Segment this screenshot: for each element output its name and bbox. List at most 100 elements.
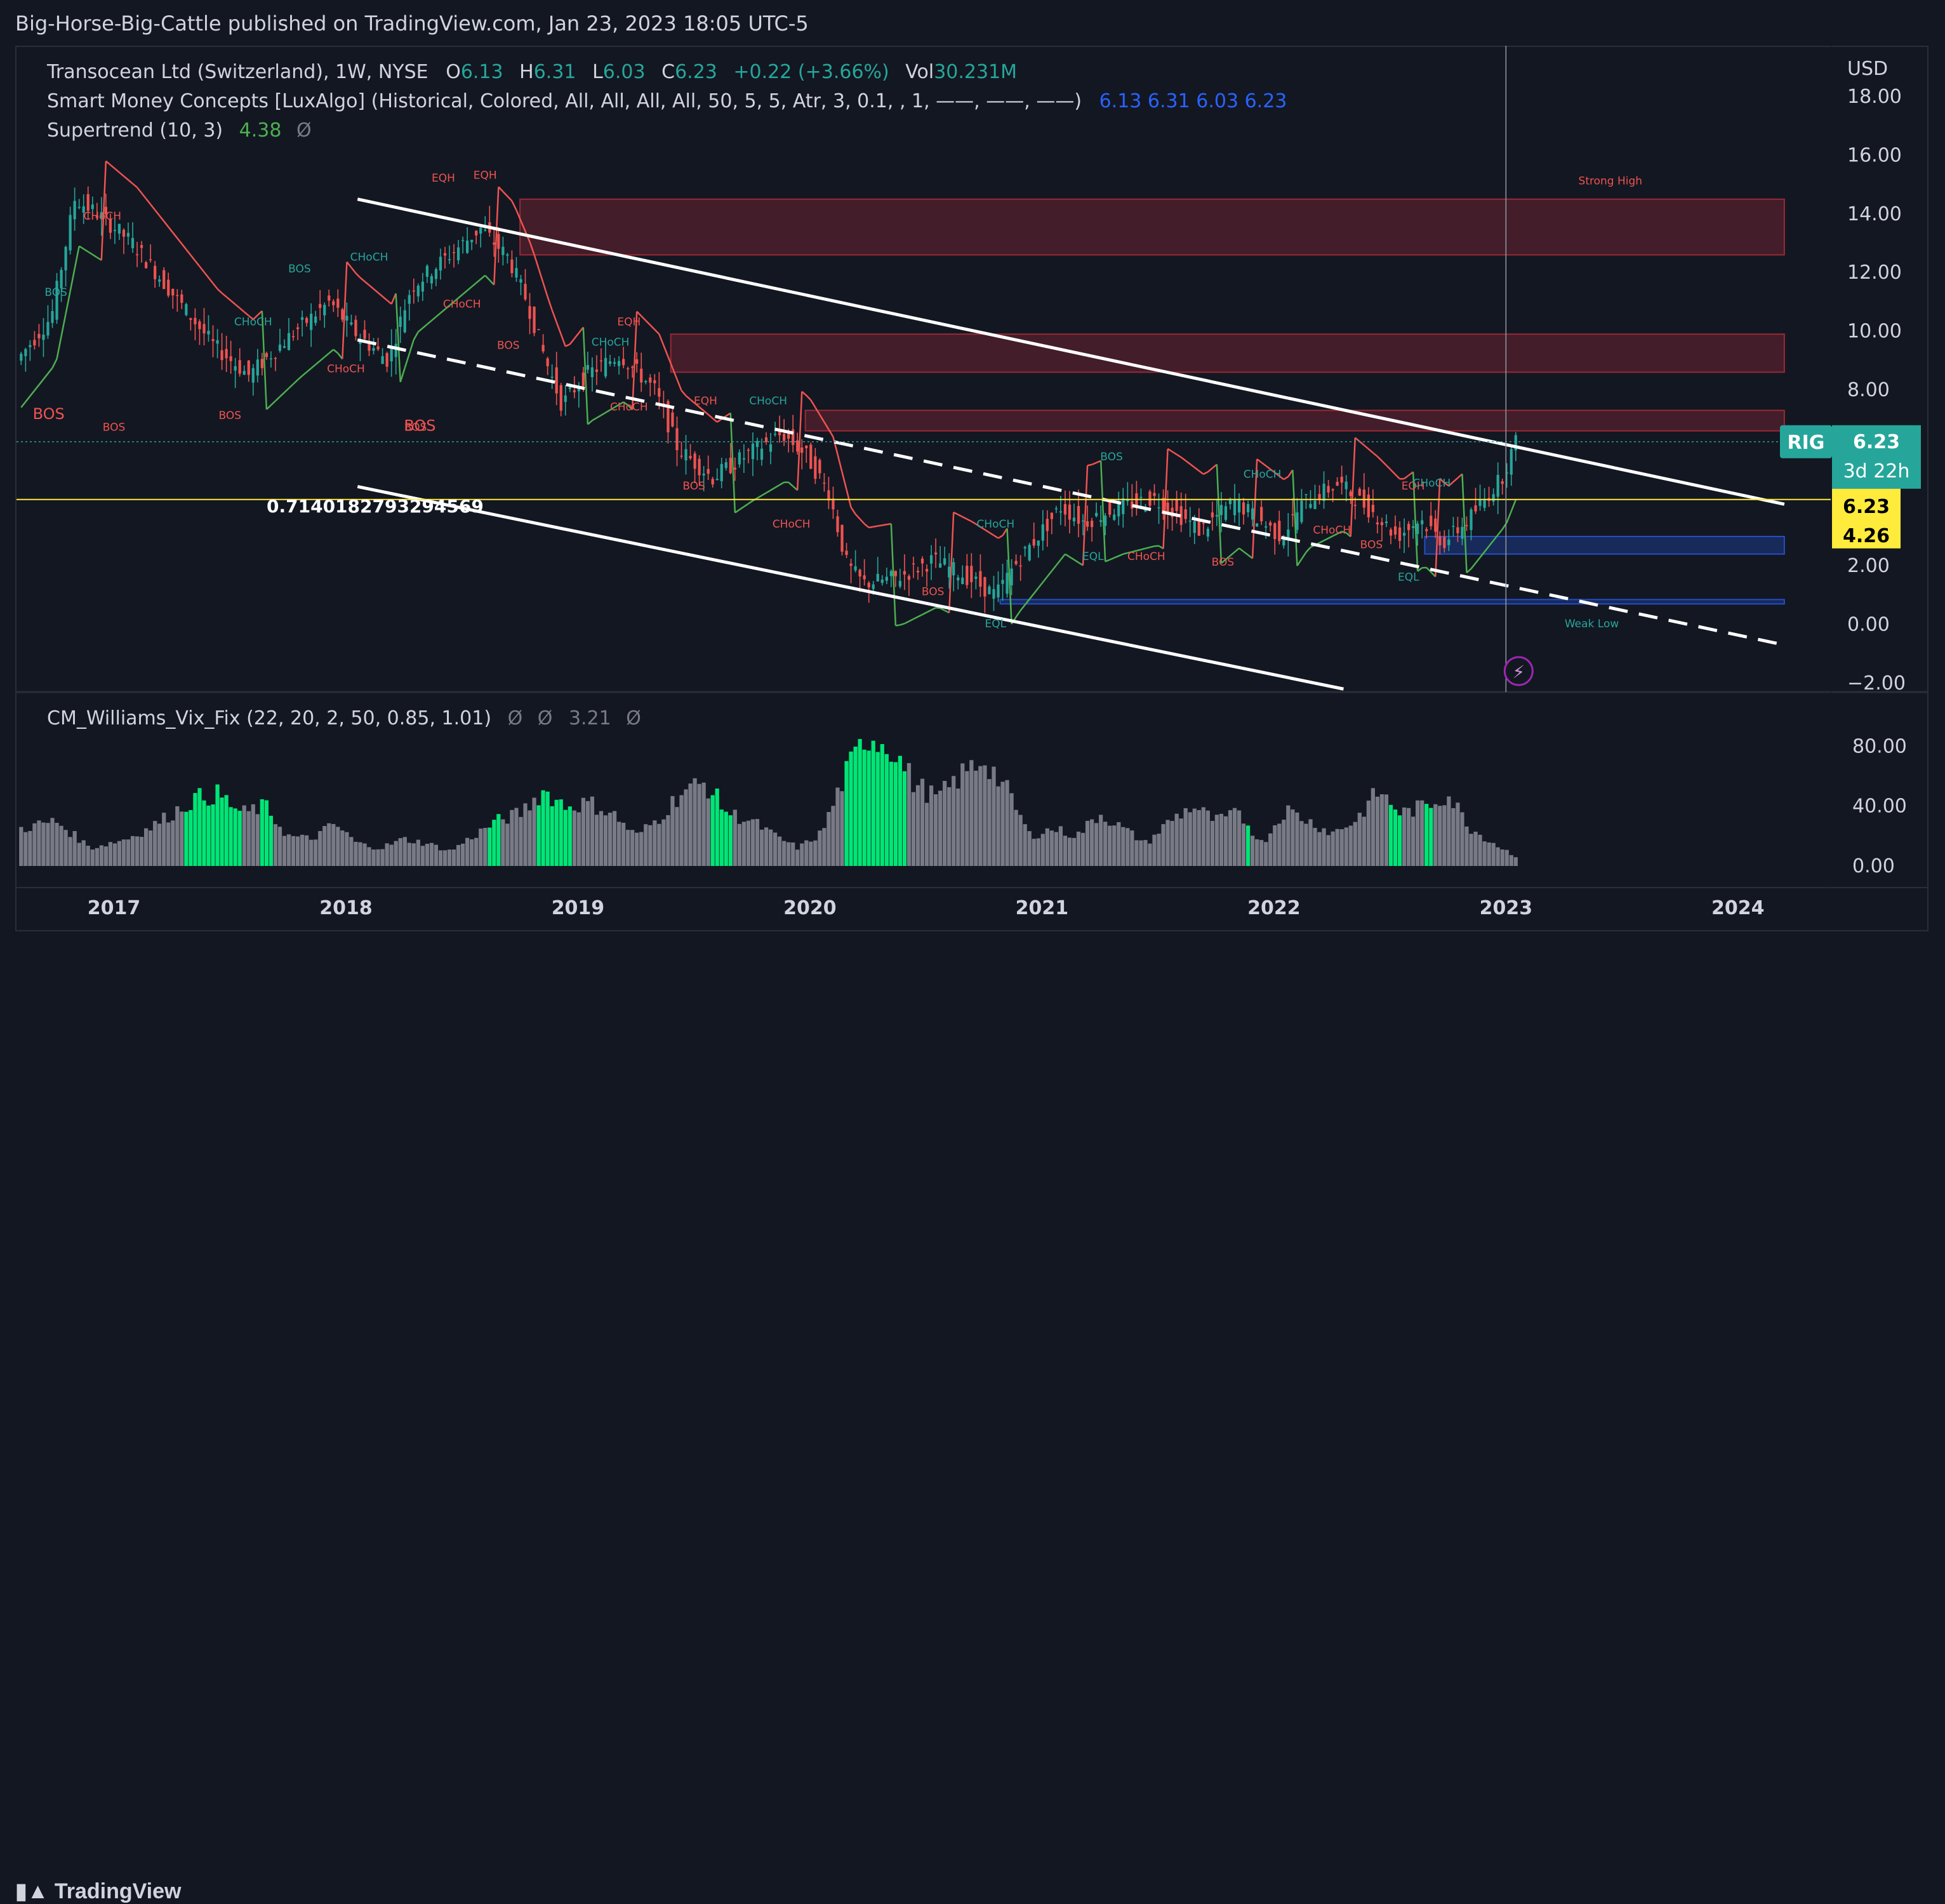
vix-bar[interactable] (693, 778, 696, 866)
vix-bar[interactable] (755, 819, 759, 866)
vix-bar[interactable] (314, 839, 317, 866)
candle-body[interactable] (435, 269, 437, 279)
vix-bar[interactable] (77, 843, 81, 866)
vix-bar[interactable] (586, 801, 590, 866)
vix-bar[interactable] (421, 846, 425, 866)
supply-zone[interactable] (806, 410, 1784, 430)
candle-body[interactable] (288, 333, 290, 350)
vix-bar[interactable] (903, 771, 906, 866)
candle-body[interactable] (180, 295, 183, 303)
vix-bar[interactable] (37, 820, 41, 866)
candle-body[interactable] (118, 224, 121, 234)
vix-bar[interactable] (1389, 805, 1393, 866)
candle-body[interactable] (1122, 498, 1124, 514)
vix-bar[interactable] (1514, 857, 1518, 866)
candle-body[interactable] (1148, 491, 1151, 506)
candle-body[interactable] (675, 429, 678, 450)
candle-body[interactable] (551, 376, 554, 378)
candle-body[interactable] (774, 434, 776, 435)
vix-bar[interactable] (82, 841, 86, 866)
vix-bar[interactable] (1416, 801, 1419, 866)
vix-bar[interactable] (354, 842, 357, 866)
candle-body[interactable] (1207, 529, 1209, 536)
vix-bar[interactable] (1237, 811, 1241, 866)
vix-bar[interactable] (1376, 797, 1379, 866)
candle-body[interactable] (1211, 512, 1214, 517)
candle-body[interactable] (1322, 484, 1325, 501)
candle-body[interactable] (345, 316, 348, 320)
vix-bar[interactable] (144, 829, 148, 866)
candle-body[interactable] (684, 449, 687, 460)
candle-body[interactable] (1193, 521, 1196, 533)
candle-body[interactable] (1367, 495, 1370, 517)
vix-bar[interactable] (523, 803, 527, 866)
candle-body[interactable] (747, 449, 750, 451)
candle-body[interactable] (163, 270, 165, 290)
candle-body[interactable] (211, 339, 214, 341)
candle-body[interactable] (823, 483, 825, 484)
vix-bar[interactable] (443, 850, 447, 866)
vix-bar[interactable] (1112, 825, 1116, 866)
candle-body[interactable] (350, 323, 352, 324)
vix-bar[interactable] (1242, 823, 1245, 866)
vix-bar[interactable] (345, 832, 349, 866)
candle-body[interactable] (274, 358, 277, 359)
candle-body[interactable] (613, 362, 616, 363)
candle-body[interactable] (818, 460, 821, 473)
vix-bar[interactable] (175, 806, 179, 866)
candle-body[interactable] (1104, 516, 1106, 526)
vix-bar[interactable] (358, 842, 362, 866)
vix-bar[interactable] (1505, 850, 1509, 866)
candle-body[interactable] (537, 330, 540, 331)
candle-body[interactable] (87, 194, 90, 211)
vix-bar[interactable] (23, 832, 27, 866)
vix-bar[interactable] (1009, 793, 1013, 866)
vix-bar[interactable] (621, 823, 625, 866)
candle-body[interactable] (301, 317, 303, 320)
candle-body[interactable] (703, 474, 705, 476)
candle-body[interactable] (422, 282, 424, 292)
vix-bar[interactable] (666, 815, 670, 866)
vix-bar[interactable] (872, 741, 875, 866)
vix-bar[interactable] (340, 830, 344, 866)
candle-body[interactable] (756, 441, 759, 448)
vix-bar[interactable] (644, 824, 647, 866)
candle-body[interactable] (1068, 505, 1071, 520)
candle-body[interactable] (448, 259, 451, 260)
vix-bar[interactable] (1085, 821, 1089, 866)
vix-bar[interactable] (501, 820, 505, 866)
demand-zone[interactable] (1424, 536, 1784, 554)
candle-body[interactable] (256, 359, 259, 375)
candle-body[interactable] (265, 353, 268, 357)
candle-body[interactable] (1278, 521, 1280, 541)
candle-body[interactable] (591, 368, 594, 378)
candle-body[interactable] (618, 361, 620, 366)
vix-bar[interactable] (1336, 829, 1339, 866)
candle-body[interactable] (225, 349, 228, 359)
candle-body[interactable] (60, 270, 62, 288)
candle-body[interactable] (470, 240, 473, 243)
candle-body[interactable] (506, 255, 508, 256)
tradingview-logo[interactable]: ▮▲ TradingView (15, 1879, 181, 1904)
vix-bar[interactable] (581, 798, 585, 866)
candle-body[interactable] (800, 448, 803, 453)
vix-bar[interactable] (844, 761, 848, 866)
vix-bar[interactable] (1282, 820, 1285, 866)
candle-body[interactable] (363, 330, 366, 338)
candle-body[interactable] (444, 253, 446, 256)
vix-bar[interactable] (1072, 838, 1076, 866)
vix-bar[interactable] (653, 820, 656, 866)
candle-body[interactable] (939, 563, 941, 568)
vix-bar[interactable] (122, 839, 126, 866)
candle-body[interactable] (894, 571, 897, 576)
vix-bar[interactable] (1148, 844, 1152, 866)
candle-body[interactable] (29, 345, 31, 347)
candle-body[interactable] (457, 248, 460, 260)
vix-bar[interactable] (403, 837, 407, 866)
vix-bar[interactable] (688, 783, 692, 866)
vix-bar[interactable] (1175, 814, 1179, 866)
candle-body[interactable] (644, 381, 647, 382)
vix-bar[interactable] (256, 814, 260, 866)
candle-body[interactable] (1438, 536, 1441, 545)
candle-body[interactable] (587, 365, 589, 369)
